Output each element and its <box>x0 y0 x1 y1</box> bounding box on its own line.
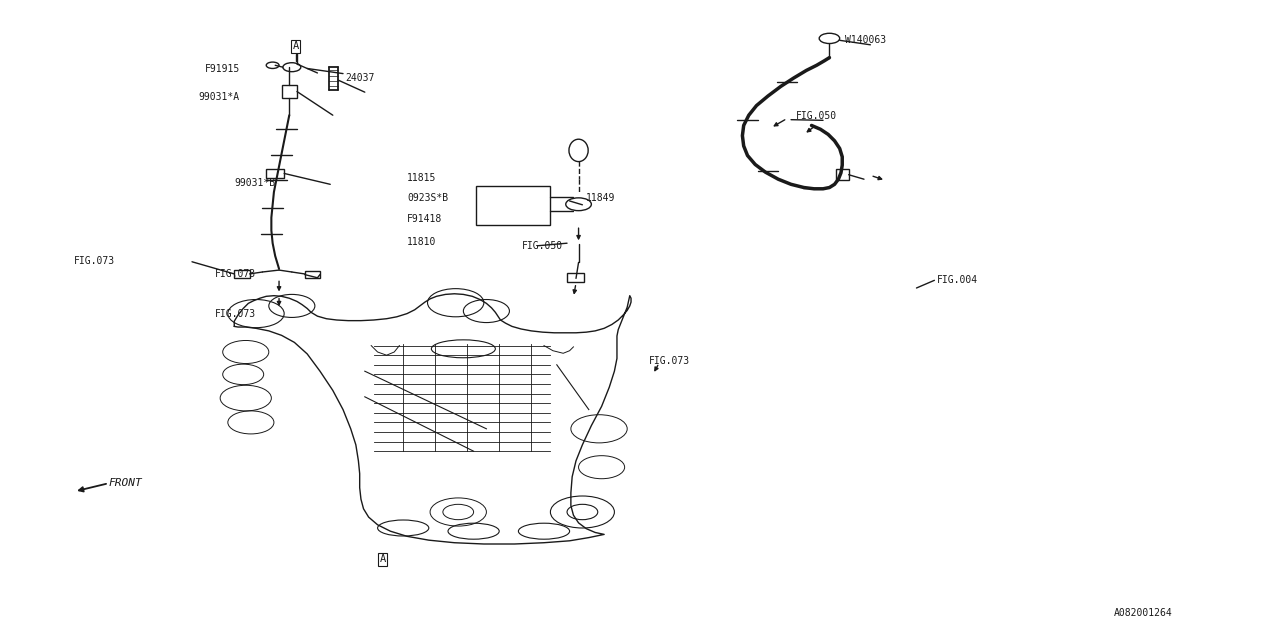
Text: 11810: 11810 <box>407 237 436 247</box>
FancyBboxPatch shape <box>836 169 849 180</box>
Text: FIG.073: FIG.073 <box>215 269 256 279</box>
Text: A: A <box>293 41 298 51</box>
Text: 24037: 24037 <box>346 73 375 83</box>
Text: FIG.050: FIG.050 <box>796 111 837 122</box>
Text: A: A <box>380 554 385 564</box>
FancyBboxPatch shape <box>305 271 320 278</box>
Text: 0923S*B: 0923S*B <box>407 193 448 204</box>
FancyBboxPatch shape <box>567 273 584 282</box>
Text: FRONT: FRONT <box>109 478 142 488</box>
Text: FIG.073: FIG.073 <box>215 308 256 319</box>
Circle shape <box>819 33 840 44</box>
FancyBboxPatch shape <box>234 270 250 278</box>
Text: 99031*B: 99031*B <box>234 178 275 188</box>
FancyBboxPatch shape <box>266 169 284 178</box>
Text: W140063: W140063 <box>845 35 886 45</box>
Text: FIG.073: FIG.073 <box>74 256 115 266</box>
Text: F91418: F91418 <box>407 214 443 224</box>
Text: 99031*A: 99031*A <box>198 92 239 102</box>
Text: 11849: 11849 <box>586 193 616 204</box>
Bar <box>476 186 550 225</box>
FancyBboxPatch shape <box>282 85 297 98</box>
Text: A082001264: A082001264 <box>1114 608 1172 618</box>
Text: FIG.073: FIG.073 <box>649 356 690 366</box>
Text: 11815: 11815 <box>407 173 436 183</box>
Text: FIG.004: FIG.004 <box>937 275 978 285</box>
Text: FIG.050: FIG.050 <box>522 241 563 251</box>
Text: F91915: F91915 <box>205 64 241 74</box>
